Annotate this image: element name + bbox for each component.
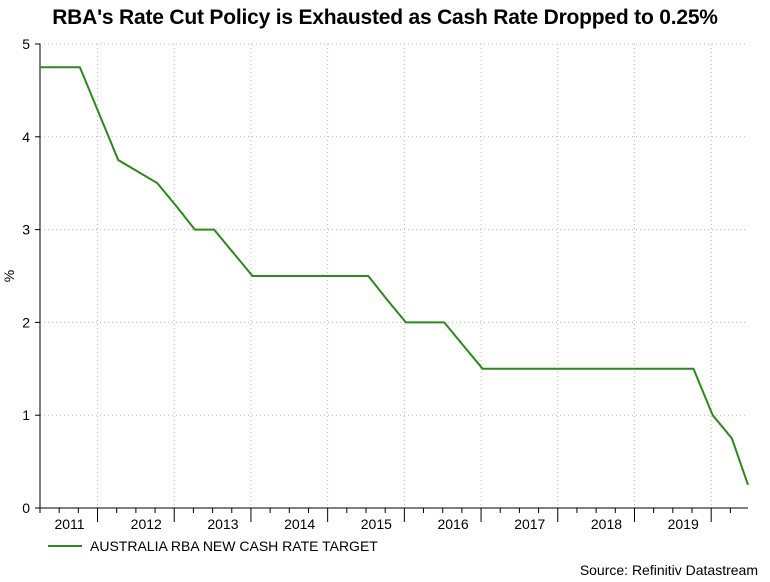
- y-tick-label: 5: [22, 36, 30, 52]
- x-tick-label: 2011: [54, 516, 84, 532]
- x-tick-label: 2017: [514, 516, 545, 532]
- legend-swatch: [48, 545, 82, 547]
- x-tick-label: 2015: [361, 516, 392, 532]
- y-tick-label: 4: [22, 129, 30, 145]
- series-line: [40, 66, 749, 486]
- y-tick-label: 1: [22, 407, 30, 423]
- x-tick-label: 2018: [591, 516, 622, 532]
- source-note: Source: Refinitiv Datastream: [579, 562, 758, 578]
- legend: AUSTRALIA RBA NEW CASH RATE TARGET: [48, 538, 378, 554]
- legend-label: AUSTRALIA RBA NEW CASH RATE TARGET: [90, 538, 378, 554]
- x-tick-label: 2019: [668, 516, 699, 532]
- chart-title: RBA's Rate Cut Policy is Exhausted as Ca…: [52, 6, 718, 29]
- y-tick-label: 0: [22, 500, 30, 516]
- x-tick-label: 2012: [131, 516, 162, 532]
- y-tick-label: 2: [22, 314, 30, 330]
- y-tick-label: 3: [22, 222, 30, 238]
- x-tick-label: 2014: [284, 516, 315, 532]
- x-tick-label: 2013: [207, 516, 238, 532]
- y-axis-label: %: [1, 270, 17, 282]
- x-tick-label: 2016: [437, 516, 468, 532]
